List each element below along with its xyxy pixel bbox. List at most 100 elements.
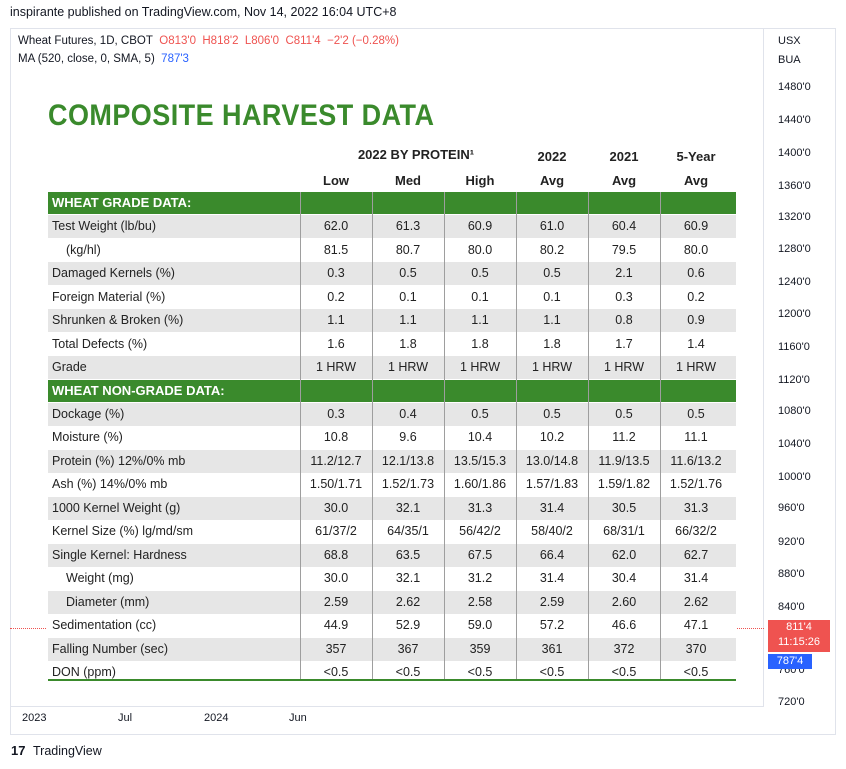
table-row: Dockage (%) 0.3 0.4 0.5 0.5 0.5 0.5 bbox=[48, 402, 736, 426]
close-value: C811'4 bbox=[285, 35, 321, 47]
price-tick-label: 1280'0 bbox=[778, 243, 811, 255]
table-cell: 80.0 bbox=[467, 242, 493, 257]
symbol-name[interactable]: Wheat Futures, 1D, CBOT bbox=[18, 35, 153, 47]
table-cell: 0.1 bbox=[543, 289, 561, 304]
price-tick-label: 1320'0 bbox=[778, 211, 811, 223]
table-cell: 0.3 bbox=[327, 406, 345, 421]
table-cell: 30.0 bbox=[323, 571, 349, 585]
table-cell: 1.8 bbox=[399, 336, 417, 351]
ma-label[interactable]: MA (520, close, 0, SMA, 5) bbox=[18, 53, 155, 65]
table-cell: 1 HRW bbox=[459, 360, 501, 374]
table-cell: 13.0/14.8 bbox=[525, 453, 579, 468]
column-top-header: 2021 bbox=[609, 149, 639, 164]
tradingview-brand[interactable]: TradingView bbox=[33, 744, 102, 758]
row-label: Single Kernel: Hardness bbox=[52, 547, 187, 562]
table-cell: 81.5 bbox=[323, 242, 349, 257]
table-cell: 0.3 bbox=[327, 266, 345, 280]
table-row: Grade 1 HRW 1 HRW 1 HRW 1 HRW 1 HRW 1 HRW bbox=[48, 356, 736, 379]
table-cell: 31.2 bbox=[467, 571, 493, 585]
table-cell: 11.2 bbox=[612, 430, 636, 444]
price-tick-label: 1440'0 bbox=[778, 114, 811, 126]
row-label: Moisture (%) bbox=[52, 430, 123, 444]
table-cell: 47.1 bbox=[683, 618, 709, 632]
table-cell: 31.3 bbox=[467, 500, 493, 515]
table-cell: 1.6 bbox=[327, 336, 345, 351]
table-cell: 1.60/1.86 bbox=[453, 477, 507, 491]
table-cell: 1.57/1.83 bbox=[525, 477, 579, 491]
table-row: Shrunken & Broken (%) 1.1 1.1 1.1 1.1 0.8 0.9 bbox=[48, 309, 736, 332]
table-cell: 1.4 bbox=[687, 336, 705, 351]
ma-price-badge: 787'4 bbox=[768, 654, 812, 669]
table-cell: 367 bbox=[397, 641, 419, 656]
table-cell: 0.9 bbox=[687, 313, 705, 327]
column-header: Avg bbox=[611, 173, 637, 188]
table-cell: 1.52/1.73 bbox=[381, 477, 435, 491]
column-header: Low bbox=[323, 173, 349, 188]
table-cell: 1 HRW bbox=[315, 360, 357, 374]
table-cell: 10.4 bbox=[467, 430, 493, 444]
table-cell: 32.1 bbox=[395, 500, 421, 515]
table-cell: 11.6/13.2 bbox=[670, 453, 722, 468]
currency-label[interactable]: USX bbox=[778, 35, 801, 47]
row-label: 1000 Kernel Weight (g) bbox=[52, 500, 181, 515]
table-cell: 1.50/1.71 bbox=[309, 477, 363, 491]
table-row: Weight (mg) 30.0 32.1 31.2 31.4 30.4 31.4 bbox=[48, 567, 736, 590]
table-cell: 1.8 bbox=[471, 336, 489, 351]
table-cell: 59.0 bbox=[467, 618, 493, 632]
column-header: Avg bbox=[539, 173, 565, 188]
row-label: Dockage (%) bbox=[52, 406, 125, 421]
table-cell: 0.3 bbox=[615, 289, 633, 304]
change-value: −2'2 (−0.28%) bbox=[327, 35, 399, 47]
chart-frame[interactable] bbox=[10, 28, 836, 735]
table-cell: 0.4 bbox=[399, 406, 417, 421]
publisher-line: inspirante published on TradingView.com,… bbox=[10, 5, 397, 19]
table-cell: 57.2 bbox=[539, 618, 565, 632]
tradingview-logo-icon[interactable]: 17 bbox=[11, 743, 26, 758]
table-cell: 0.5 bbox=[543, 406, 561, 421]
table-cell: 46.6 bbox=[611, 618, 637, 632]
table-bottom-rule bbox=[48, 679, 736, 681]
table-cell: <0.5 bbox=[611, 665, 637, 679]
table-cell: 0.6 bbox=[687, 266, 705, 280]
table-cell: 1 HRW bbox=[531, 360, 573, 374]
unit-label[interactable]: BUA bbox=[778, 54, 801, 66]
table-cell: 1 HRW bbox=[675, 360, 717, 374]
table-cell: 11.9/13.5 bbox=[598, 453, 650, 468]
table-cell: 0.1 bbox=[399, 289, 417, 304]
symbol-legend[interactable]: Wheat Futures, 1D, CBOT O813'0 H818'2 L8… bbox=[18, 35, 399, 47]
table-cell: 2.59 bbox=[323, 594, 349, 609]
price-tick-label: 1480'0 bbox=[778, 81, 811, 93]
row-label: (kg/hl) bbox=[66, 242, 101, 257]
column-top-header: 2022 bbox=[537, 149, 567, 164]
table-cell: 61/37/2 bbox=[315, 524, 357, 538]
table-cell: 52.9 bbox=[395, 618, 421, 632]
price-tick-label: 1000'0 bbox=[778, 471, 811, 483]
table-cell: <0.5 bbox=[323, 665, 349, 679]
price-tick-label: 1200'0 bbox=[778, 308, 811, 320]
section-header: WHEAT NON-GRADE DATA: bbox=[48, 379, 736, 402]
table-cell: 79.5 bbox=[611, 242, 637, 257]
table-cell: 0.2 bbox=[327, 289, 345, 304]
row-label: Damaged Kernels (%) bbox=[52, 266, 175, 280]
table-row: Kernel Size (%) lg/md/sm 61/37/2 64/35/1 56… bbox=[48, 520, 736, 543]
row-label: Weight (mg) bbox=[66, 571, 134, 585]
table-cell: 61.0 bbox=[539, 219, 565, 233]
price-axis-border bbox=[763, 28, 764, 706]
harvest-data-table-image: COMPOSITE HARVEST DATA 2022 BY PROTEIN¹ 2… bbox=[46, 97, 736, 683]
table-cell: 9.6 bbox=[399, 430, 417, 444]
table-cell: <0.5 bbox=[395, 665, 421, 679]
table-cell: 30.4 bbox=[611, 571, 637, 585]
ma-legend[interactable]: MA (520, close, 0, SMA, 5) 787'3 bbox=[18, 53, 189, 65]
table-cell: 0.1 bbox=[471, 289, 489, 304]
price-tick-label: 720'0 bbox=[778, 696, 805, 708]
table-cell: 1.8 bbox=[543, 336, 561, 351]
table-cell: 0.5 bbox=[615, 406, 633, 421]
section-header: WHEAT GRADE DATA: bbox=[48, 192, 736, 214]
table-cell: 32.1 bbox=[395, 571, 421, 585]
high-value: H818'2 bbox=[202, 35, 239, 47]
table-cell: 66/32/2 bbox=[675, 524, 717, 538]
row-label: Falling Number (sec) bbox=[52, 641, 169, 656]
price-tick-label: 1400'0 bbox=[778, 147, 811, 159]
row-label: DON (ppm) bbox=[52, 665, 116, 679]
table-cell: 0.5 bbox=[399, 266, 417, 280]
